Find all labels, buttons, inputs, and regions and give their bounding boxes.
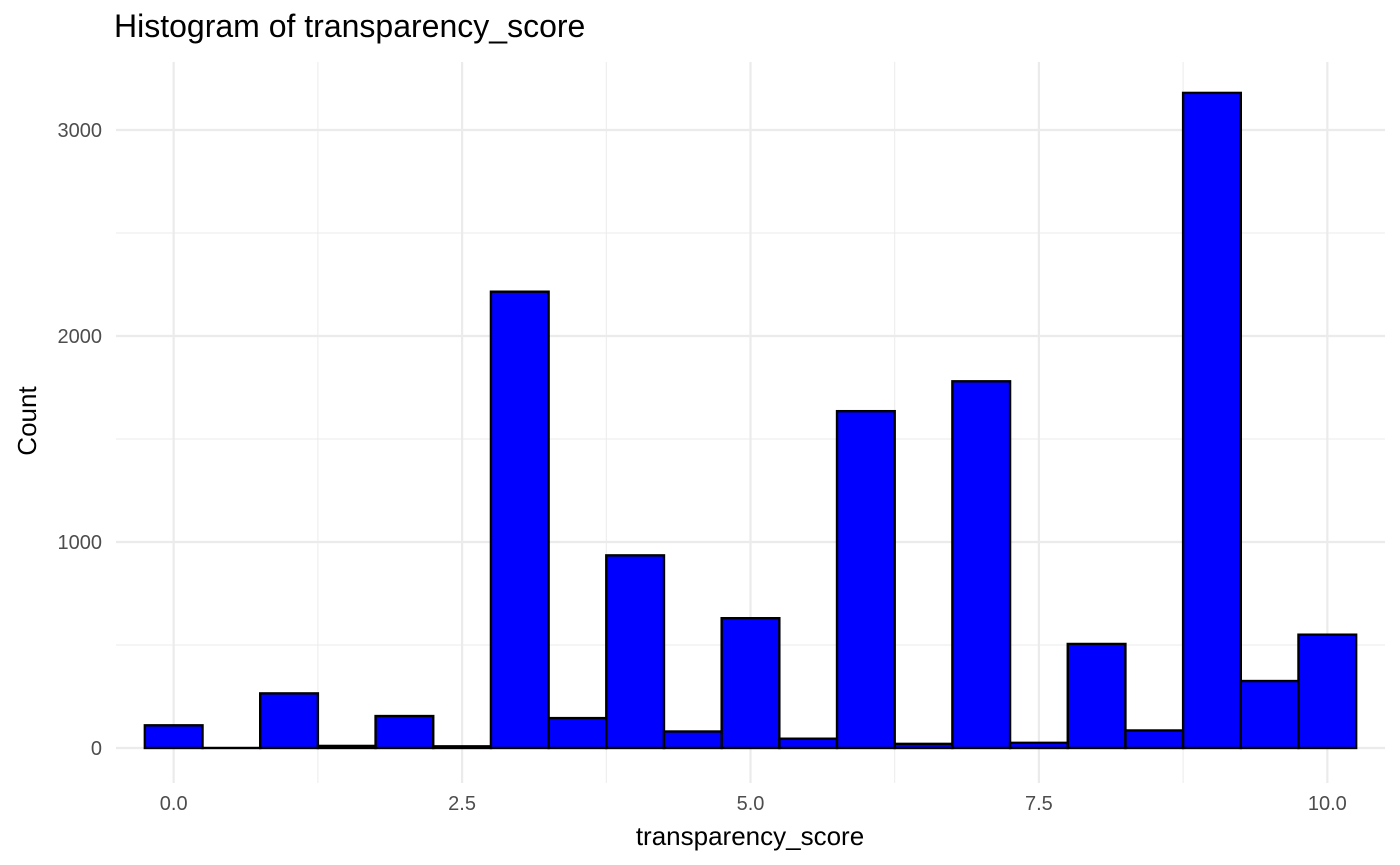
grid-layer: [116, 62, 1385, 783]
x-axis-title: transparency_score: [636, 821, 864, 851]
x-tick-label: 5.0: [737, 793, 765, 815]
y-tick-label: 2000: [58, 326, 103, 348]
histogram-bar: [547, 716, 608, 750]
histogram-bar: [605, 554, 666, 750]
histogram-bar: [259, 692, 320, 750]
histogram-bar: [893, 742, 954, 750]
x-tick-label: 2.5: [448, 793, 476, 815]
y-axis-title: Count: [12, 386, 42, 456]
bars-layer: [143, 91, 1358, 750]
histogram-bar: [1181, 91, 1242, 750]
histogram-bar: [720, 617, 781, 750]
x-tick-label: 0.0: [160, 793, 188, 815]
histogram-bar: [1239, 679, 1300, 750]
histogram-bar: [1297, 633, 1358, 750]
histogram-bar: [316, 744, 377, 750]
histogram-bar: [489, 290, 550, 750]
histogram-bar: [1124, 729, 1185, 750]
histogram-bar: [951, 380, 1012, 750]
x-tick-label: 10.0: [1308, 793, 1347, 815]
histogram-bar: [835, 409, 896, 750]
histogram-bar: [374, 714, 435, 750]
y-tick-labels: 0 1000 2000 3000: [58, 120, 103, 760]
histogram-bar: [143, 724, 204, 750]
chart-title: Histogram of transparency_score: [114, 8, 586, 44]
y-tick-label: 0: [91, 738, 102, 760]
y-tick-label: 1000: [58, 532, 103, 554]
histogram-bar: [1008, 741, 1069, 750]
histogram-bar: [662, 730, 723, 750]
x-tick-labels: 0.0 2.5 5.0 7.5 10.0: [160, 793, 1347, 815]
y-tick-label: 3000: [58, 120, 103, 142]
histogram-bar: [1066, 642, 1127, 750]
histogram-bar: [432, 745, 493, 750]
x-tick-label: 7.5: [1025, 793, 1053, 815]
histogram-bar: [778, 737, 839, 750]
